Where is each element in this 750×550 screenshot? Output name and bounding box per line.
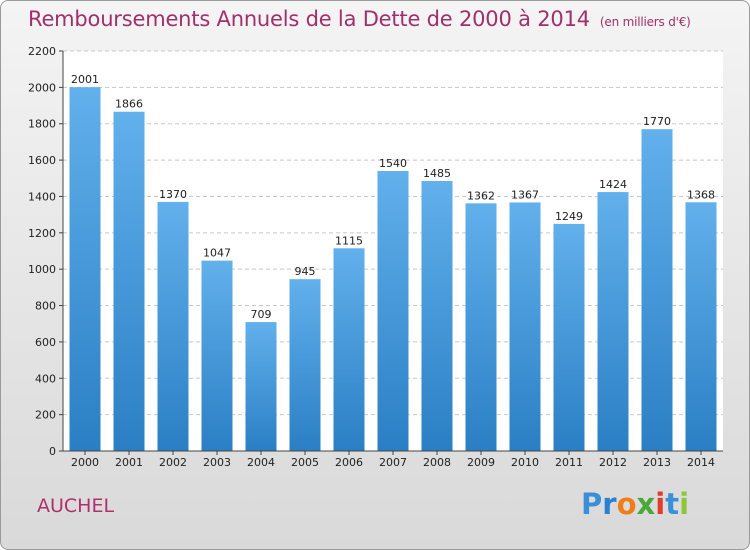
data-label: 1047 <box>203 247 231 260</box>
data-label: 1367 <box>511 188 539 201</box>
data-label: 1362 <box>467 189 495 202</box>
x-tick-label: 2012 <box>599 456 627 469</box>
bars: 2001 1866 1370 1047 709 945 1115 1540 1485 1362 13… <box>69 73 717 452</box>
commune-name: AUCHEL <box>37 495 115 517</box>
x-tick-label: 2014 <box>687 456 715 469</box>
bar-2012 <box>597 192 629 451</box>
data-label: 1770 <box>643 115 671 128</box>
bar-2005 <box>289 279 321 451</box>
x-tick-label: 2003 <box>203 456 231 469</box>
data-label: 1485 <box>423 167 451 180</box>
bar-2010 <box>509 202 541 451</box>
data-label: 1866 <box>115 98 143 111</box>
bar-2011 <box>553 223 585 451</box>
data-label: 1115 <box>335 234 363 247</box>
x-tick-label: 2005 <box>291 456 319 469</box>
y-tick-label: 600 <box>35 336 56 349</box>
y-tick-label: 1800 <box>28 118 56 131</box>
y-tick-label: 2200 <box>28 45 56 58</box>
x-tick-label: 2013 <box>643 456 671 469</box>
x-tick-label: 2006 <box>335 456 363 469</box>
bar-2014 <box>685 202 717 451</box>
chart-title: Remboursements Annuels de la Dette de 20… <box>28 7 691 31</box>
logo-letter: i <box>679 487 690 521</box>
bar-2001 <box>113 111 145 452</box>
proxiti-logo[interactable]: Proxiti <box>581 487 689 521</box>
y-tick-label: 0 <box>49 445 56 458</box>
x-tick-label: 2004 <box>247 456 275 469</box>
y-tick-label: 800 <box>35 300 56 313</box>
bar-2006 <box>333 248 365 451</box>
x-tick-label: 2008 <box>423 456 451 469</box>
x-tick-label: 2001 <box>115 456 143 469</box>
y-tick-label: 1400 <box>28 190 56 203</box>
bar-2008 <box>421 181 453 451</box>
x-tick-label: 2010 <box>511 456 539 469</box>
logo-letter: P <box>581 487 603 521</box>
data-label: 1424 <box>599 178 627 191</box>
logo-letter: t <box>665 487 680 521</box>
y-tick-label: 200 <box>35 409 56 422</box>
data-label: 1540 <box>379 157 407 170</box>
bar-2013 <box>641 129 673 451</box>
x-tick-label: 2011 <box>555 456 583 469</box>
data-label: 1249 <box>555 210 583 223</box>
bar-2002 <box>157 201 189 451</box>
y-tick-label: 1200 <box>28 227 56 240</box>
bar-2003 <box>201 260 233 451</box>
data-label: 945 <box>295 265 316 278</box>
bar-2000 <box>69 87 101 451</box>
y-tick-label: 2000 <box>28 81 56 94</box>
bar-2009 <box>465 203 497 451</box>
logo-letter: i <box>655 487 666 521</box>
data-label: 1368 <box>687 188 715 201</box>
x-tick-label: 2002 <box>159 456 187 469</box>
bar-2004 <box>245 322 277 451</box>
axes: 0 200 400 600 800 1000 1200 1400 1600 1800 2000 220… <box>28 45 723 469</box>
y-tick-label: 1600 <box>28 154 56 167</box>
x-tick-label: 2000 <box>71 456 99 469</box>
y-tick-label: 1000 <box>28 263 56 276</box>
logo-letter: o <box>616 487 637 521</box>
data-label: 1370 <box>159 188 187 201</box>
logo-letter: r <box>602 487 617 521</box>
x-tick-label: 2007 <box>379 456 407 469</box>
data-label: 709 <box>251 308 272 321</box>
bar-2007 <box>377 171 409 451</box>
data-label: 2001 <box>71 73 99 86</box>
x-tick-label: 2009 <box>467 456 495 469</box>
unit-label: (en milliers d'€) <box>599 15 691 29</box>
logo-letter: x <box>636 487 656 521</box>
y-tick-label: 400 <box>35 372 56 385</box>
